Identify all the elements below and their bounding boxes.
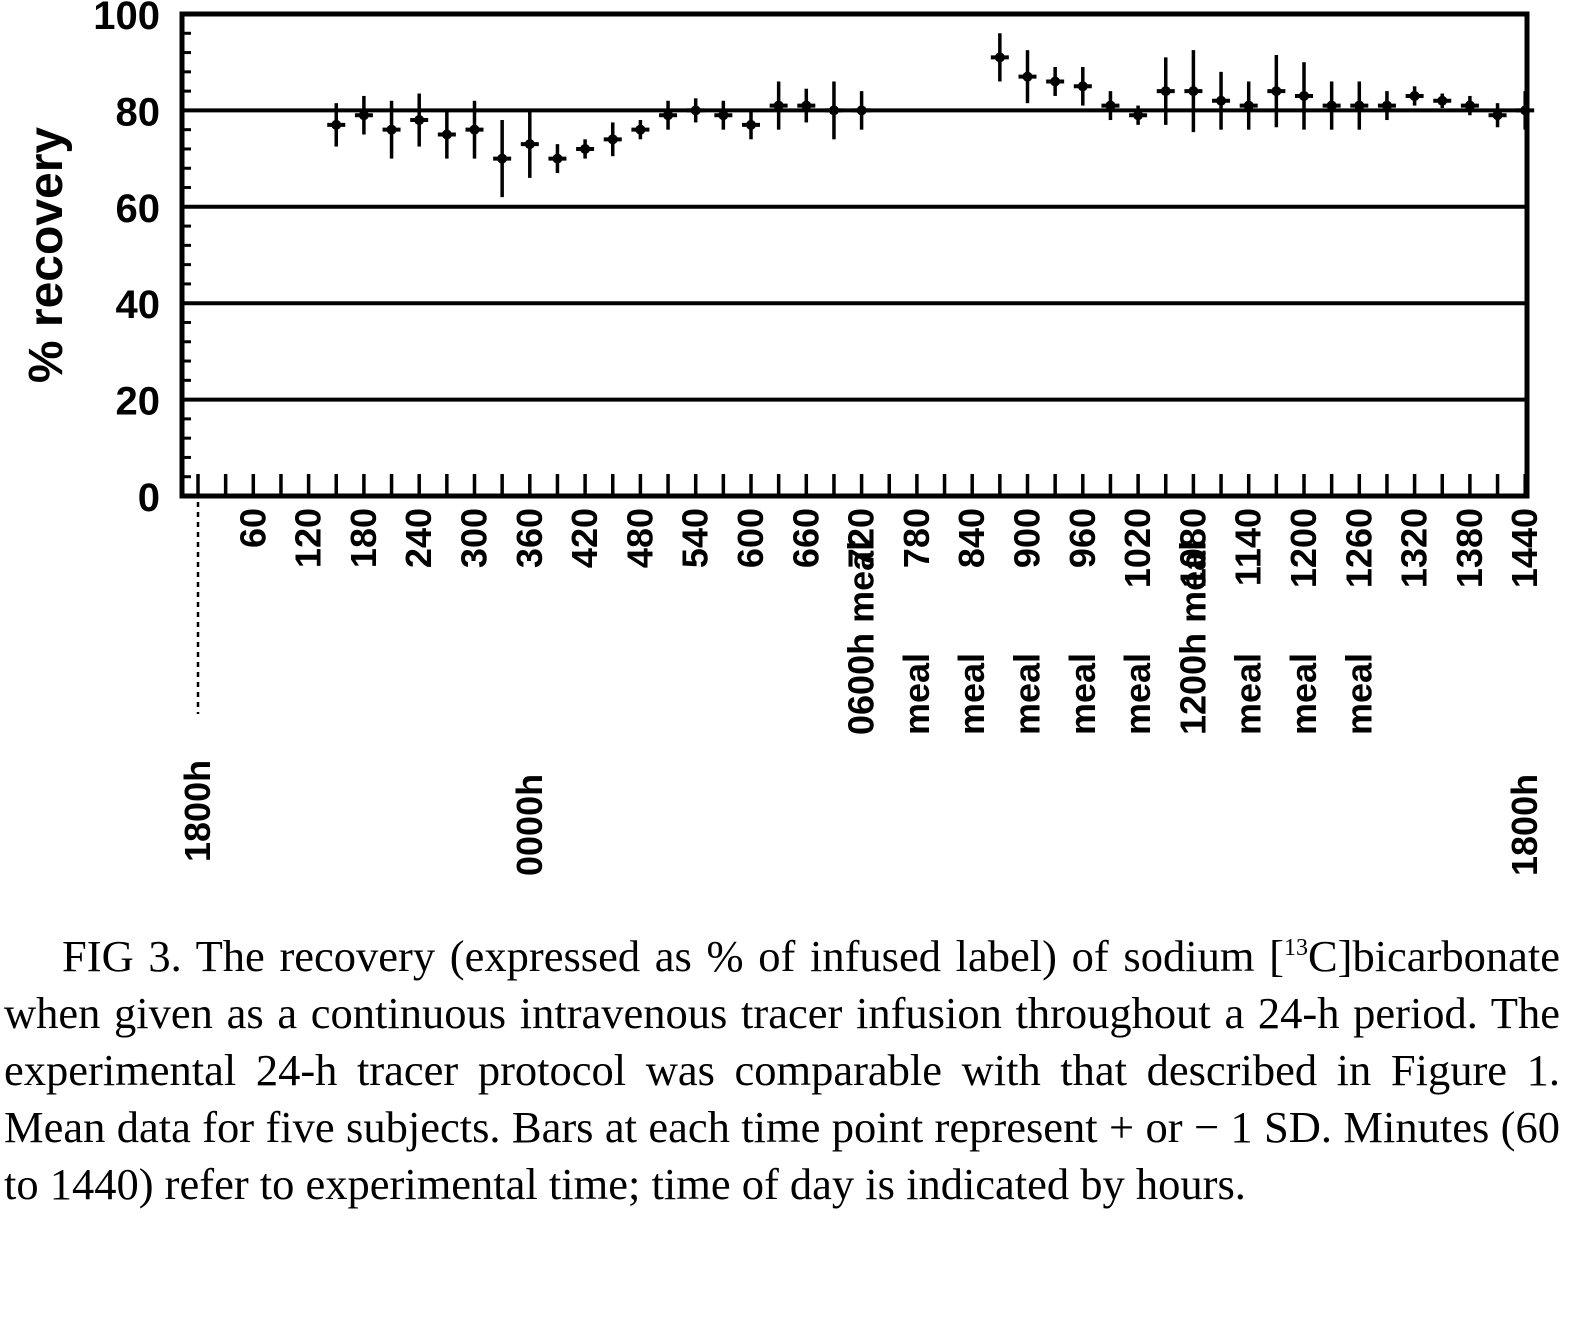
x-tick-label: 1380: [1449, 508, 1490, 588]
annotations: 0600h meal meal meal meal meal meal 1200h meal…: [177, 502, 1545, 876]
data-point: [801, 100, 812, 111]
data-point: [414, 115, 425, 126]
x-tick-label: 1140: [1228, 508, 1269, 586]
x-tick-label: 120: [288, 508, 329, 568]
data-point: [580, 143, 591, 154]
meal-label: meal: [1007, 653, 1048, 735]
hour-label: 1800h: [177, 760, 218, 862]
meal-label: 0600h meal: [841, 541, 882, 735]
meal-label: meal: [1283, 653, 1324, 735]
y-tick-label: 80: [116, 90, 161, 134]
data-points: [327, 33, 1535, 198]
data-point: [1464, 100, 1475, 111]
data-point: [635, 124, 646, 135]
y-tick-label: 100: [93, 0, 160, 38]
figure-caption: FIG 3. The recovery (expressed as % of i…: [4, 928, 1560, 1213]
data-point: [1077, 81, 1088, 92]
data-point: [828, 105, 839, 116]
data-point: [552, 153, 563, 164]
data-point: [690, 105, 701, 116]
plot-frame: [179, 11, 1530, 499]
data-point: [1243, 100, 1254, 111]
x-tick-label: 900: [1007, 508, 1048, 568]
data-point: [1354, 100, 1365, 111]
data-point: [1381, 100, 1392, 111]
data-point: [1105, 100, 1116, 111]
data-point: [607, 134, 618, 145]
meal-label: meal: [896, 653, 937, 735]
data-point: [856, 105, 867, 116]
data-point: [773, 100, 784, 111]
data-point: [1160, 86, 1171, 97]
gridlines: [182, 108, 1527, 402]
data-point: [1133, 110, 1144, 121]
hour-label: 1800h: [1504, 774, 1545, 876]
x-tick-label: 1320: [1394, 508, 1435, 588]
caption-rest: C]bicarbonate when given as a continuous…: [4, 931, 1560, 1209]
x-tick-label: 240: [398, 508, 439, 568]
y-axis: 0 20 40 60 80 100: [93, 0, 198, 520]
x-tick-label: 600: [730, 508, 771, 568]
x-tick-label: 660: [785, 508, 826, 568]
data-point: [524, 139, 535, 150]
y-tick-label: 20: [116, 380, 161, 424]
y-tick-label: 60: [116, 187, 161, 231]
data-point: [331, 119, 342, 130]
caption-superscript: 13: [1283, 935, 1308, 962]
data-point: [1326, 100, 1337, 111]
data-point: [663, 110, 674, 121]
hour-label: 0000h: [509, 774, 550, 876]
x-tick-label: 1260: [1338, 508, 1379, 588]
meal-label: meal: [1338, 653, 1379, 735]
meal-label: meal: [1062, 653, 1103, 735]
data-point: [746, 119, 756, 130]
data-point: [497, 153, 508, 164]
data-point: [358, 110, 369, 121]
x-tick-label: 1020: [1117, 508, 1158, 588]
x-tick-label: 300: [454, 508, 495, 568]
data-point: [1409, 90, 1420, 101]
x-tick-label: 360: [509, 508, 550, 568]
data-point: [441, 129, 452, 140]
data-point: [994, 52, 1005, 63]
meal-label: meal: [1117, 653, 1158, 735]
data-point: [1520, 105, 1531, 116]
data-point: [1050, 76, 1061, 87]
x-tick-label: 60: [232, 508, 273, 548]
x-tick-label: 720: [841, 508, 882, 568]
caption-lead: FIG 3. The recovery (expressed as % of i…: [62, 931, 1284, 981]
data-point: [1437, 95, 1448, 106]
x-tick-label: 1440: [1504, 508, 1545, 588]
x-tick-label: 180: [343, 508, 384, 568]
x-tick-label: 780: [896, 508, 937, 568]
y-tick-label: 40: [116, 283, 161, 327]
x-tick-label: 540: [675, 508, 716, 568]
data-point: [1216, 95, 1227, 106]
x-tick-label: 840: [951, 508, 992, 568]
meal-label: meal: [1228, 653, 1269, 735]
x-tick-label: 420: [564, 508, 605, 568]
data-point: [1022, 71, 1033, 82]
x-axis: 60 120 180 240 300 360 420 480 540 600 660 720 780 84…: [196, 474, 1545, 588]
data-point: [1299, 90, 1309, 101]
data-point: [1188, 86, 1199, 97]
data-point: [1271, 86, 1282, 97]
data-point: [469, 124, 480, 135]
meal-label: 1200h meal: [1172, 541, 1213, 735]
data-point: [386, 124, 397, 135]
y-axis-label: % recovery: [20, 127, 73, 383]
data-point: [1492, 110, 1503, 121]
x-tick-label: 480: [619, 508, 660, 568]
x-tick-label: 1080: [1172, 508, 1213, 588]
x-tick-label: 1200: [1283, 508, 1324, 588]
data-point: [718, 110, 729, 121]
meal-label: meal: [951, 653, 992, 735]
x-tick-label: 960: [1062, 508, 1103, 568]
y-tick-label: 0: [138, 476, 160, 520]
